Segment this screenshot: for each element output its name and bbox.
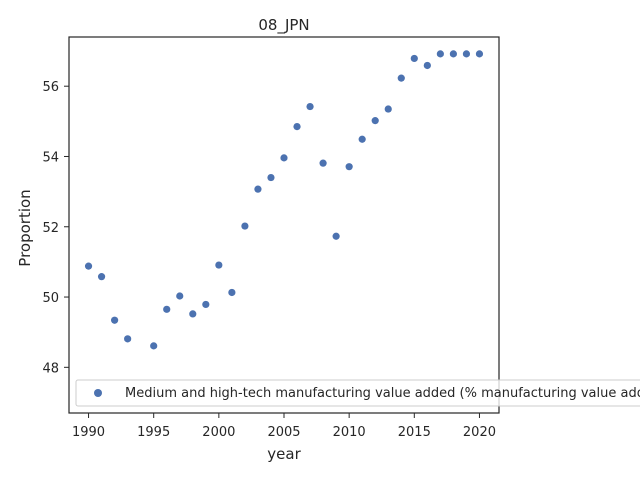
- x-tick-label: 1995: [137, 425, 170, 440]
- data-point: [423, 61, 431, 70]
- y-axis: 48 50 52 54 56: [42, 80, 69, 376]
- data-point: [319, 159, 327, 167]
- legend: Medium and high-tech manufacturing value…: [75, 379, 640, 407]
- x-tick-label: 2005: [267, 425, 300, 440]
- data-point: [397, 74, 405, 82]
- data-point: [410, 54, 418, 63]
- legend-box: [75, 379, 640, 407]
- data-point: [462, 50, 471, 58]
- y-tick-label: 54: [42, 150, 59, 165]
- x-tick-label: 1990: [72, 425, 105, 440]
- data-point: [111, 316, 119, 324]
- y-tick-label: 52: [42, 221, 59, 236]
- data-point: [358, 135, 366, 143]
- plot-frame: [68, 36, 500, 414]
- data-point: [332, 232, 340, 240]
- data-point: [228, 288, 236, 297]
- data-point: [475, 50, 484, 58]
- x-axis: 1990 1995 2000 2005 2010 2015 2020: [72, 413, 496, 440]
- legend-label: Medium and high-tech manufacturing value…: [125, 386, 640, 401]
- x-tick-label: 2010: [333, 425, 366, 440]
- data-point: [202, 300, 210, 309]
- data-point: [215, 261, 223, 269]
- x-tick-label: 2000: [202, 425, 235, 440]
- x-tick-label: 2020: [463, 425, 496, 440]
- data-point: [176, 292, 184, 300]
- data-point: [293, 123, 301, 131]
- chart-title: 08_JPN: [258, 16, 309, 35]
- legend-marker: [94, 389, 102, 397]
- data-point: [384, 105, 392, 113]
- y-tick-label: 48: [42, 361, 59, 376]
- data-point: [150, 342, 158, 350]
- data-point: [84, 262, 93, 270]
- data-point: [436, 50, 444, 58]
- data-point: [267, 173, 275, 182]
- x-axis-title: year: [267, 445, 301, 463]
- plot-area: [68, 36, 500, 414]
- data-point: [189, 310, 197, 318]
- data-point: [371, 117, 379, 125]
- data-point: [306, 102, 314, 111]
- data-point: [345, 163, 353, 171]
- data-point: [280, 154, 288, 162]
- data-point: [449, 50, 457, 58]
- y-tick-label: 50: [42, 291, 59, 306]
- y-tick-label: 56: [42, 80, 59, 95]
- data-point: [97, 273, 106, 281]
- data-point: [254, 185, 262, 193]
- data-point: [241, 222, 249, 230]
- y-axis-title: Proportion: [16, 189, 34, 266]
- x-tick-label: 2015: [398, 425, 431, 440]
- data-point: [124, 335, 132, 343]
- data-points: [84, 50, 484, 350]
- data-point: [163, 305, 171, 313]
